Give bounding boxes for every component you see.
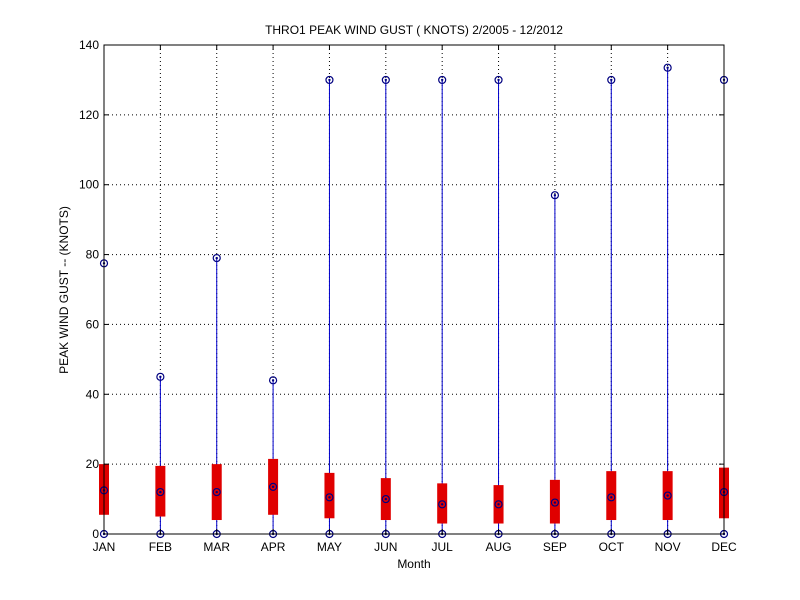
- plot-area: [104, 45, 724, 534]
- max-marker-dot: [440, 78, 444, 82]
- median-marker: [607, 493, 616, 502]
- y-tick-label: 120: [79, 108, 99, 122]
- x-tick-label: JUN: [374, 540, 397, 554]
- x-tick-label: SEP: [543, 540, 567, 554]
- y-axis-ticks: 0 20 40 60 80 100 120 140: [79, 38, 724, 541]
- max-marker-dot: [328, 78, 331, 82]
- max-marker-dot: [271, 379, 275, 382]
- max-marker: [268, 376, 278, 385]
- max-marker-dot: [159, 375, 162, 379]
- x-tick-label: FEB: [149, 540, 172, 554]
- y-tick-label: 20: [86, 457, 100, 471]
- median-marker-dot: [666, 494, 669, 497]
- median-marker: [494, 500, 503, 509]
- median-marker: [325, 493, 334, 502]
- x-axis-ticks: JAN FEB MAR APR MAY JUN JUL AUG SEP OCT NOV DEC: [93, 45, 737, 554]
- x-tick-label: APR: [261, 540, 286, 554]
- median-marker: [663, 491, 672, 500]
- max-marker-dot: [215, 256, 218, 260]
- median-marker-dot: [271, 485, 275, 489]
- max-marker-dot: [610, 78, 613, 82]
- iqr-box: [324, 472, 335, 519]
- x-tick-label: MAR: [203, 540, 230, 554]
- max-marker: [607, 75, 616, 85]
- x-tick-label: AUG: [486, 540, 512, 554]
- median-marker: [550, 498, 560, 507]
- median-marker: [268, 482, 278, 491]
- max-marker-dot: [497, 78, 500, 82]
- median-marker-dot: [215, 490, 218, 494]
- median-marker-dot: [159, 490, 162, 494]
- max-marker-dot: [384, 78, 388, 82]
- median-marker: [212, 487, 221, 497]
- median-marker-dot: [440, 503, 444, 506]
- x-tick-label: JAN: [93, 540, 116, 554]
- plot-frame: [103, 44, 725, 535]
- max-marker: [325, 75, 334, 85]
- y-tick-label: 0: [92, 527, 99, 541]
- median-marker-dot: [384, 497, 388, 501]
- median-marker-dot: [553, 501, 557, 504]
- max-marker: [494, 75, 503, 85]
- median-marker: [156, 487, 165, 497]
- median-marker: [381, 494, 390, 504]
- max-marker: [212, 253, 221, 263]
- x-tick-label: JUL: [432, 540, 454, 554]
- x-tick-label: DEC: [711, 540, 737, 554]
- max-marker: [156, 372, 165, 381]
- max-marker-dot: [666, 66, 669, 69]
- x-tick-label: OCT: [599, 540, 625, 554]
- iqr-box: [606, 471, 617, 521]
- max-marker: [438, 75, 447, 85]
- y-tick-label: 80: [86, 248, 100, 262]
- max-marker: [550, 191, 560, 200]
- median-marker: [438, 500, 447, 509]
- median-marker-dot: [497, 503, 500, 506]
- y-axis-title: PEAK WIND GUST -- (KNOTS): [57, 206, 71, 374]
- median-marker-dot: [328, 496, 331, 499]
- chart-title: THRO1 PEAK WIND GUST ( KNOTS) 2/2005 - 1…: [265, 23, 563, 37]
- y-tick-label: 40: [86, 387, 100, 401]
- max-marker-dot: [553, 193, 557, 197]
- x-tick-label: MAY: [317, 540, 342, 554]
- y-tick-label: 100: [79, 178, 99, 192]
- x-tick-label: NOV: [655, 540, 681, 554]
- x-axis-title: Month: [397, 557, 430, 571]
- y-tick-label: 60: [86, 317, 100, 331]
- y-tick-label: 140: [79, 38, 99, 52]
- max-marker: [663, 63, 672, 72]
- max-marker: [381, 75, 390, 85]
- median-marker-dot: [610, 496, 613, 499]
